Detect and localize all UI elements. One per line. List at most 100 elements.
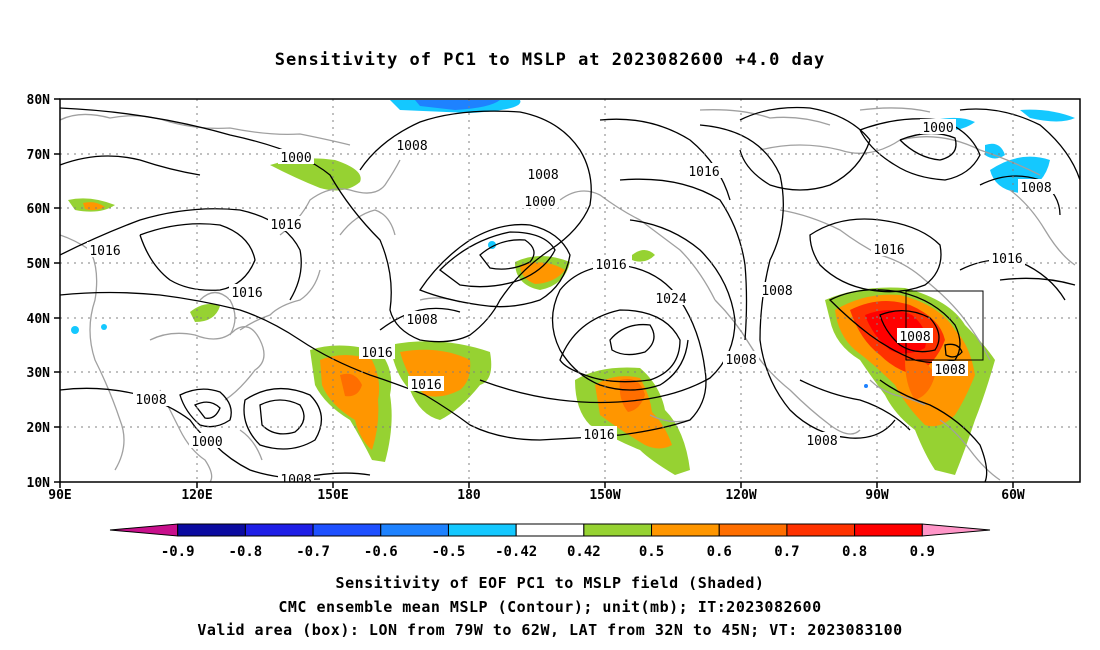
colorbar-label: -0.6 xyxy=(364,544,398,560)
contour-label: 1016 xyxy=(270,218,301,233)
contour-label: 1000 xyxy=(191,435,222,450)
map-title: Sensitivity of PC1 to MSLP at 2023082600… xyxy=(274,50,826,70)
caption-contour: CMC ensemble mean MSLP (Contour); unit(m… xyxy=(278,598,822,616)
contour-label-bg xyxy=(920,119,956,134)
contour-label: 1024 xyxy=(655,292,686,307)
valid-area-box xyxy=(905,290,984,361)
contour-label-bg xyxy=(394,137,430,152)
colorbar-label: 0.42 xyxy=(567,544,601,560)
lat-label-80n: 80N xyxy=(27,93,51,108)
colorbar-swatch xyxy=(177,523,246,537)
contour-labels: 1000 1008 1008 1000 1016 1000 1008 1016 1016 1016… xyxy=(87,119,1054,488)
colorbar-min-triangle xyxy=(109,523,179,537)
contour-label-bg xyxy=(359,344,395,359)
contour-label-bg xyxy=(871,241,907,256)
colorbar-swatch xyxy=(312,523,382,537)
contour-label: 1008 xyxy=(1020,181,1051,196)
colorbar-max-triangle xyxy=(921,523,991,537)
contour-label: 1016 xyxy=(688,165,719,180)
contour-label-bg xyxy=(229,284,265,299)
contour-label: 1000 xyxy=(280,151,311,166)
contour-label: 1016 xyxy=(231,286,262,301)
lat-label-60n: 60N xyxy=(27,202,51,217)
contour-label-bg xyxy=(278,149,314,164)
contour-label-bg xyxy=(581,426,617,441)
contour-label: 1000 xyxy=(922,121,953,136)
caption-valid-area: Valid area (box): LON from 79W to 62W, L… xyxy=(197,621,903,639)
map-frame xyxy=(59,98,1081,483)
contour-label: 1008 xyxy=(725,353,756,368)
contour-label: 1016 xyxy=(89,244,120,259)
contour-label-bg xyxy=(87,242,123,257)
lon-label-90w: 90W xyxy=(865,488,889,503)
contour-label: 1008 xyxy=(934,363,965,378)
colorbar-swatch xyxy=(380,523,449,537)
colorbar-swatch xyxy=(244,523,314,537)
contour-label: 1016 xyxy=(410,378,441,393)
contour-label-bg xyxy=(989,250,1025,265)
colorbar-label: 0.5 xyxy=(639,544,664,560)
sensitivity-map: 1000 1008 1008 1000 1016 1000 1008 1016 1016 1016… xyxy=(27,93,1081,503)
lon-label-60w: 60W xyxy=(1001,488,1025,503)
lon-label-120w: 120W xyxy=(725,488,756,503)
contour-label-bg xyxy=(525,166,561,181)
lon-label-150e: 150E xyxy=(317,488,348,503)
contour-label-bg xyxy=(522,193,558,208)
contour-label-bg xyxy=(408,376,444,391)
colorbar-label: -0.42 xyxy=(495,544,537,560)
contour-label-bg xyxy=(759,282,795,297)
contour-label-bg xyxy=(404,311,440,326)
contour-label-bg xyxy=(133,391,169,406)
contour-label: 1000 xyxy=(524,195,555,210)
contour-label-bg xyxy=(189,433,225,448)
contour-label: 1016 xyxy=(583,428,614,443)
colorbar-swatch xyxy=(786,523,856,537)
contour-label: 1008 xyxy=(280,473,311,488)
colorbar-swatch xyxy=(651,523,720,537)
contour-label-bg xyxy=(932,361,968,376)
colorbar-label: 0.7 xyxy=(774,544,799,560)
contour-label: 1008 xyxy=(761,284,792,299)
lat-label-70n: 70N xyxy=(27,148,51,163)
graticule xyxy=(60,99,1080,482)
contour-label: 1008 xyxy=(396,139,427,154)
contour-label-bg xyxy=(804,432,840,447)
contour-label: 1008 xyxy=(135,393,166,408)
colorbar-swatch xyxy=(583,523,653,537)
contour-label-bg xyxy=(278,471,314,482)
lat-label-50n: 50N xyxy=(27,257,51,272)
contour-label: 1016 xyxy=(991,252,1022,267)
contour-label: 1008 xyxy=(406,313,437,328)
colorbar-swatch xyxy=(515,523,585,537)
colorbar-label: -0.9 xyxy=(161,544,195,560)
contour-label-bg xyxy=(1018,179,1054,194)
contour-label-bg xyxy=(686,163,722,178)
contour-label-bg xyxy=(593,256,629,271)
colorbar-swatch xyxy=(854,523,923,537)
colorbar-label: -0.7 xyxy=(296,544,330,560)
colorbar-swatch xyxy=(447,523,517,537)
colorbar-label: 0.6 xyxy=(707,544,732,560)
contour-label-bg xyxy=(723,351,759,366)
colorbar-label: -0.8 xyxy=(229,544,263,560)
colorbar-label: 0.8 xyxy=(842,544,867,560)
lat-label-20n: 20N xyxy=(27,421,51,436)
contour-label: 1016 xyxy=(361,346,392,361)
contour-label: 1016 xyxy=(595,258,626,273)
colorbar: -0.9 -0.8 -0.7 -0.6 -0.5 -0.42 0.42 0.5 0.6 0.7 0.… xyxy=(109,523,991,560)
lat-label-10n: 10N xyxy=(27,476,51,491)
contour-label-bg xyxy=(897,328,933,343)
lat-label-30n: 30N xyxy=(27,366,51,381)
contour-label: 1008 xyxy=(899,330,930,345)
contour-label-bg xyxy=(653,290,689,305)
lat-label-40n: 40N xyxy=(27,312,51,327)
contour-label: 1008 xyxy=(806,434,837,449)
shaded-sensitivity xyxy=(68,100,1075,475)
colorbar-swatch xyxy=(718,523,788,537)
mslp-contours xyxy=(60,106,1080,482)
caption-shaded: Sensitivity of EOF PC1 to MSLP field (Sh… xyxy=(335,574,765,592)
contour-label: 1016 xyxy=(873,243,904,258)
lon-label-120e: 120E xyxy=(181,488,212,503)
colorbar-label: 0.9 xyxy=(910,544,935,560)
lon-label-90e: 90E xyxy=(48,488,71,503)
